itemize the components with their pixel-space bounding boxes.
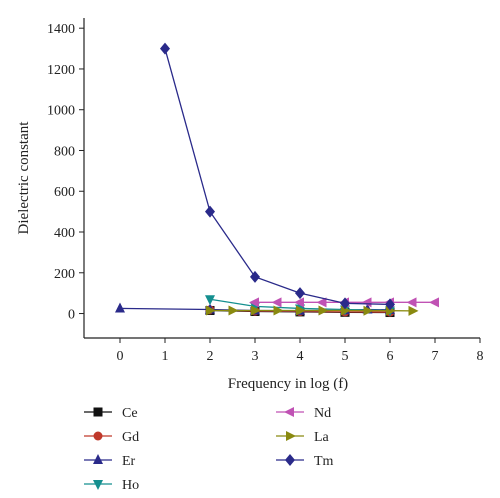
data-point [294,297,304,308]
legend-label: Nd [314,406,331,421]
data-point [316,297,327,308]
x-tick-label: 1 [162,349,169,364]
data-point [385,298,395,311]
data-point [429,297,439,308]
legend-item-gd: Gd [84,430,139,445]
data-point [205,205,215,218]
legend-item-tm: Tm [276,454,334,469]
data-point [340,297,350,310]
y-tick-label: 1400 [47,22,75,37]
y-axis-label: Dielectric constant [16,121,32,235]
legend-item-la: La [276,430,330,445]
series-tm [160,42,395,311]
x-tick-label: 4 [297,349,304,364]
data-point [363,305,374,316]
legend-label: Ho [122,478,139,493]
legend-item-nd: Nd [276,406,331,421]
data-point [408,305,419,316]
legend-marker [93,454,103,464]
data-point [251,305,261,316]
data-point [318,305,329,316]
legend-marker [285,454,295,466]
y-tick-label: 1200 [47,63,75,78]
legend-item-ho: Ho [84,478,139,493]
y-tick-label: 800 [54,144,75,159]
data-point [296,305,306,316]
legend-label: Gd [122,430,139,445]
legend-marker [93,431,103,441]
x-tick-label: 6 [387,349,394,364]
legend-marker [93,407,103,417]
data-point [228,305,239,316]
data-point [249,297,259,308]
data-point [115,302,125,313]
data-point [206,305,216,316]
y-tick-label: 400 [54,226,75,241]
legend-marker [284,407,294,417]
data-point [273,305,284,316]
x-tick-label: 8 [477,349,484,364]
y-tick-label: 1000 [47,104,75,119]
x-tick-label: 2 [207,349,214,364]
x-tick-label: 3 [252,349,259,364]
y-tick-label: 200 [54,267,75,282]
y-tick-label: 0 [68,308,75,323]
x-tick-label: 0 [117,349,124,364]
y-tick-label: 600 [54,185,75,200]
x-axis-label: Frequency in log (f) [228,376,348,392]
x-tick-label: 5 [342,349,349,364]
data-point [250,270,260,283]
data-point [406,297,417,308]
data-point [361,297,372,308]
data-point [160,42,170,55]
legend-label: Tm [314,454,334,469]
x-tick-label: 7 [432,349,439,364]
series-line [164,48,391,306]
data-point [271,297,282,308]
legend-item-er: Er [84,454,136,469]
data-point [295,287,305,300]
legend-label: La [314,430,330,445]
legend-marker [286,431,296,441]
data-point [205,295,215,306]
legend-item-ce: Ce [84,406,138,421]
legend-marker [93,480,103,490]
legend-label: Er [122,454,136,469]
series-la [206,305,419,316]
legend-label: Ce [122,406,138,421]
data-point [341,305,351,316]
